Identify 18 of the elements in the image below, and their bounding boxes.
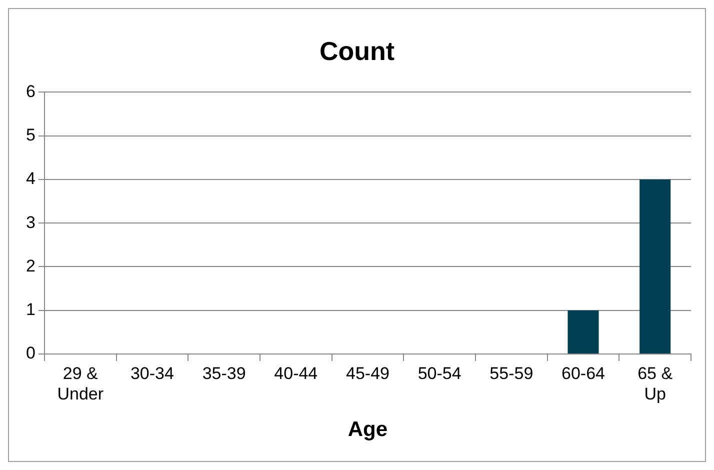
y-tick-label: 0 [26,344,36,363]
chart-title: Count [319,36,395,66]
y-tick-label: 2 [26,256,36,276]
x-axis-title: Age [348,418,388,442]
x-tick-label: 35-39 [202,364,246,383]
x-tick-label: 40-44 [274,364,318,383]
y-tick-label: 4 [26,169,36,188]
y-tick-label: 1 [26,300,36,320]
x-tick-label: 30-34 [130,364,174,383]
x-tick-label: 45-49 [346,364,390,383]
y-tick-label: 5 [26,126,36,145]
x-tick-label: 65 & Up [638,364,674,404]
y-tick-label: 3 [26,212,36,232]
y-tick-label: 6 [26,82,36,101]
x-tick-label: 50-54 [418,364,462,383]
x-tick-label: 60-64 [562,364,605,383]
x-tick-label: 29 & Under [57,364,104,404]
x-tick-label: 55-59 [490,364,534,383]
